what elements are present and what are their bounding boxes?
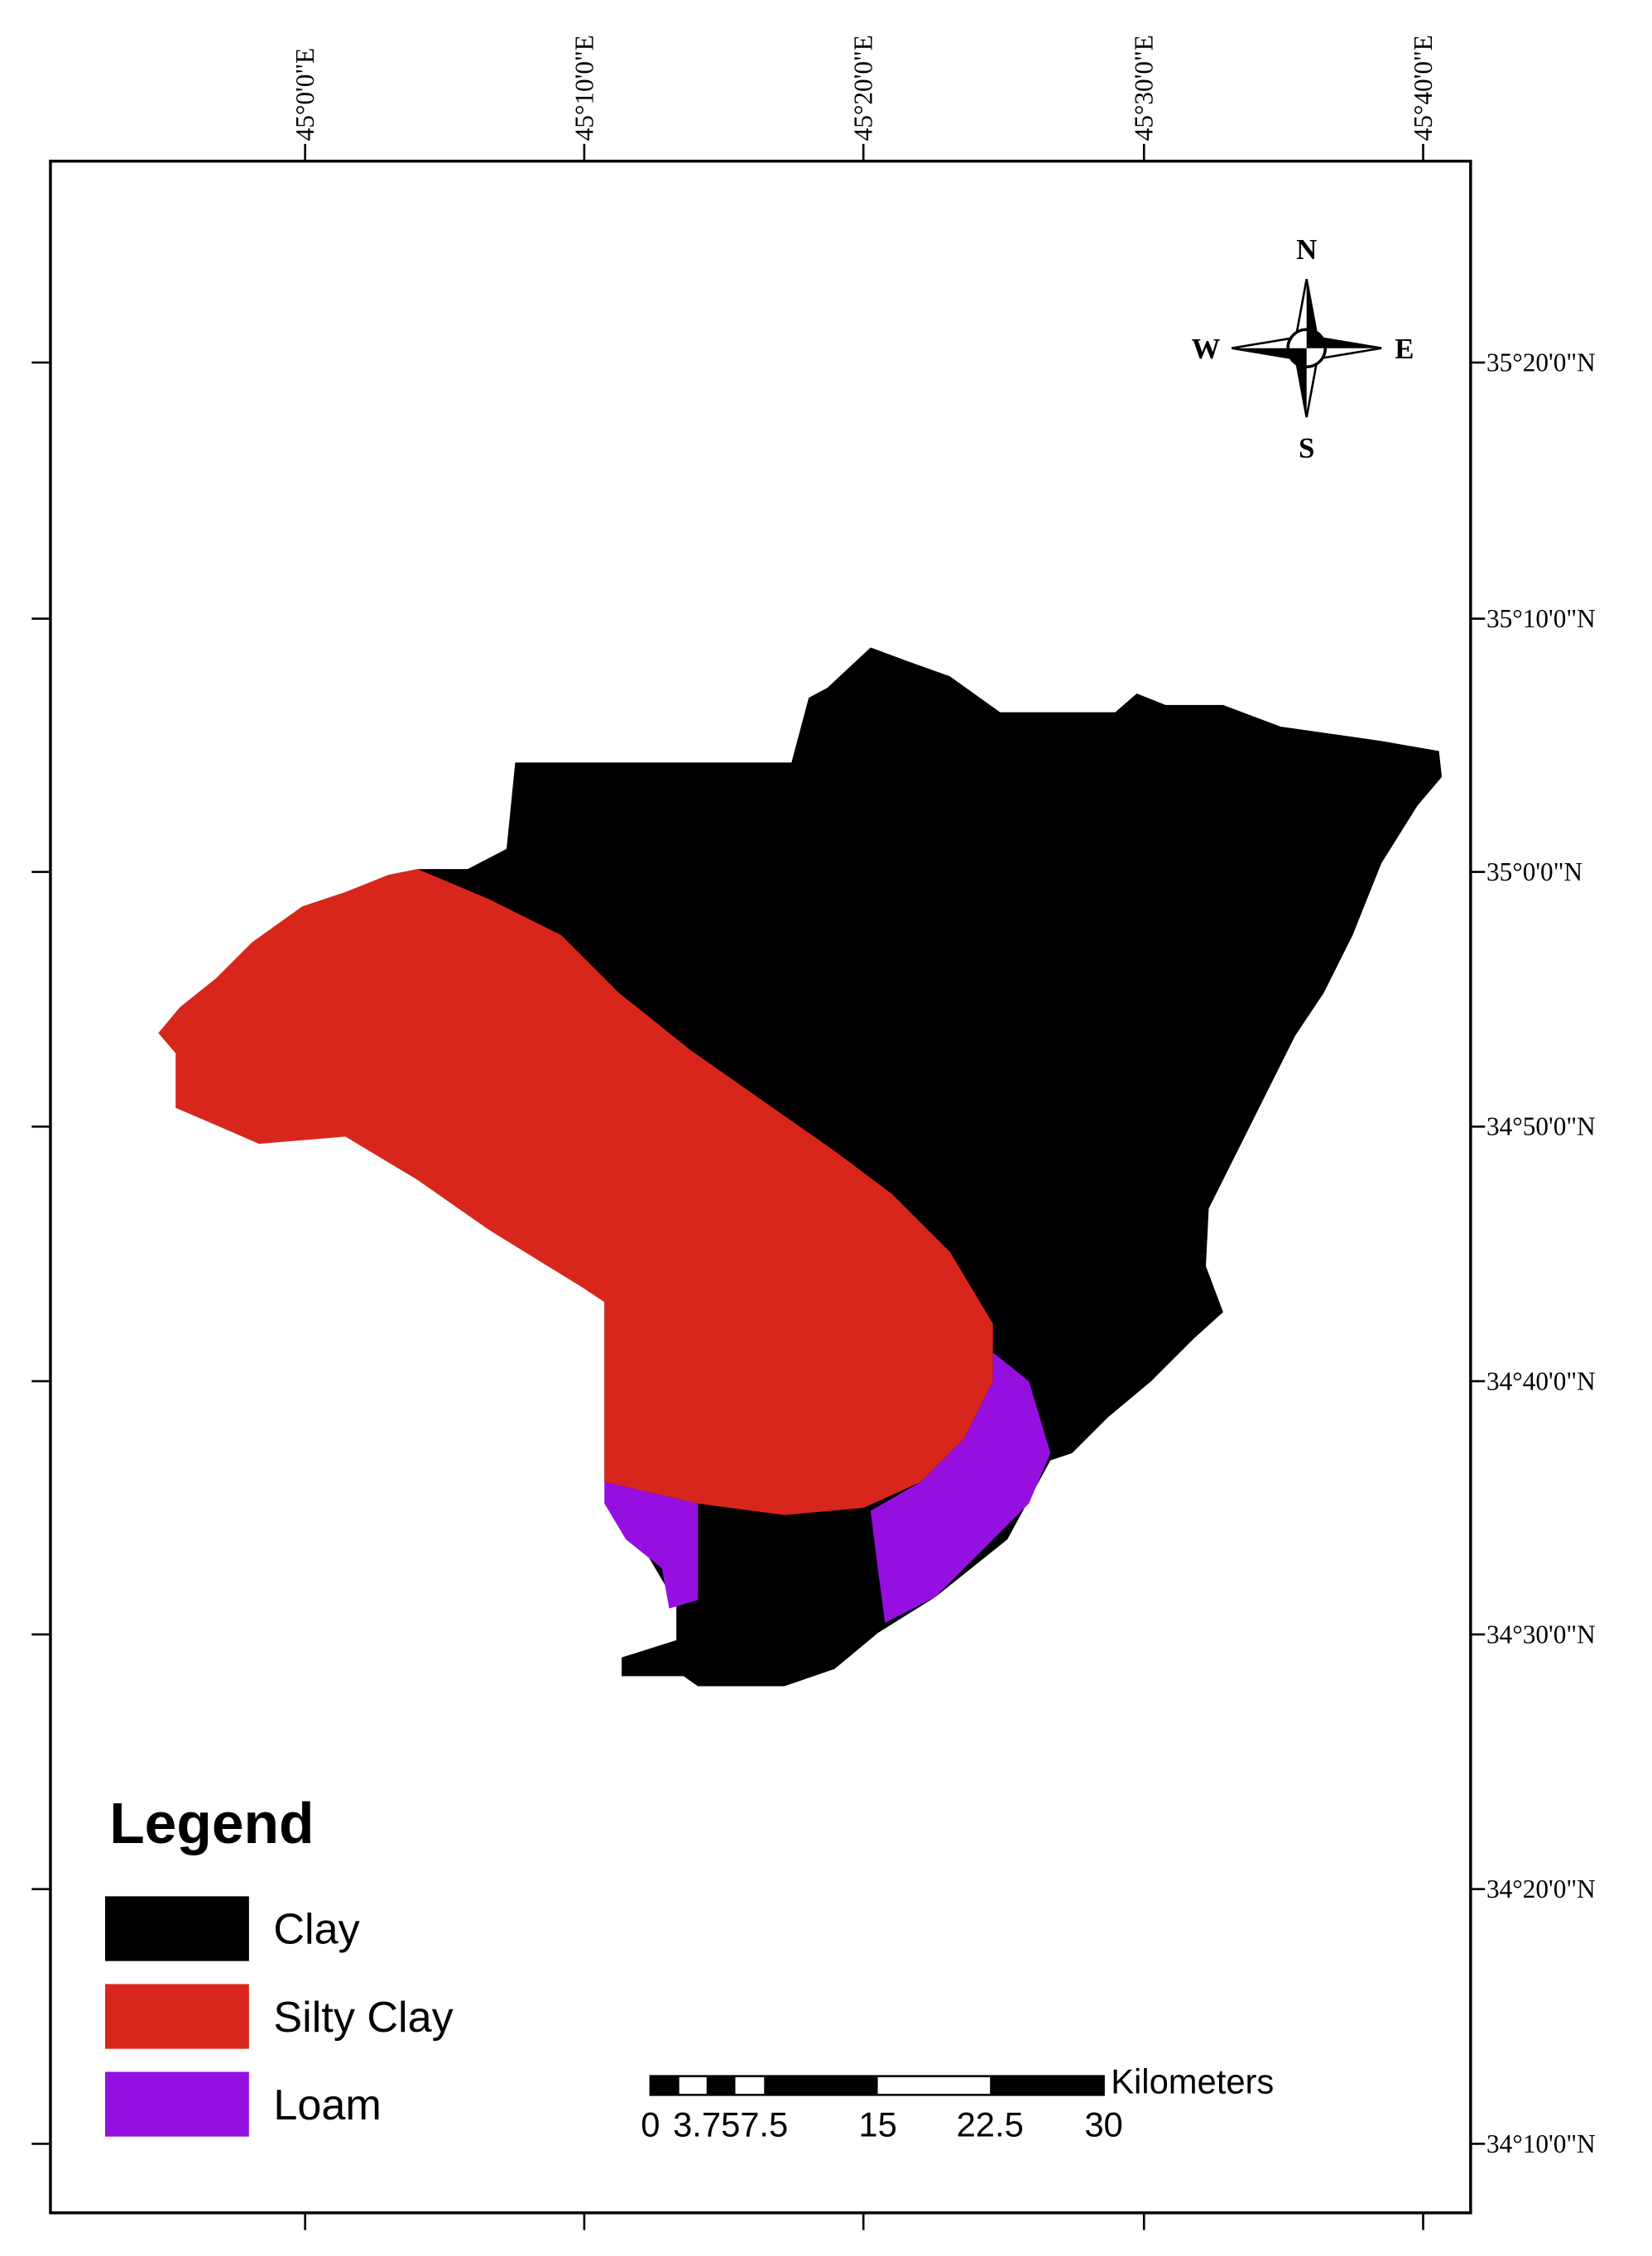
lat-label: 34°10'0"N — [1486, 2129, 1596, 2158]
compass-east: E — [1395, 333, 1414, 365]
legend: Clay Silty Clay Loam — [105, 1896, 454, 2137]
legend-label: Loam — [273, 2081, 381, 2129]
legend-label: Silty Clay — [273, 1994, 453, 2042]
lat-label: 34°20'0"N — [1486, 1874, 1596, 1903]
scale-bar: Kilometers 0 3.75 7.5 15 22.5 30 — [641, 2062, 1274, 2144]
lon-label: 45°40'0"E — [1409, 35, 1438, 141]
legend-label: Clay — [273, 1906, 359, 1954]
lat-label: 35°20'0"N — [1486, 348, 1596, 377]
legend-swatch — [105, 2071, 249, 2137]
compass-north: N — [1296, 233, 1317, 266]
lon-label: 45°10'0"E — [569, 35, 598, 141]
lat-label: 35°0'0"N — [1486, 857, 1582, 886]
silty-clay-region — [158, 869, 993, 1515]
lon-label: 45°20'0"E — [849, 35, 878, 141]
lat-label: 34°30'0"N — [1486, 1620, 1596, 1649]
lat-label: 35°10'0"N — [1486, 604, 1596, 633]
scale-label: 7.5 — [740, 2105, 788, 2144]
scale-label: 22.5 — [957, 2105, 1024, 2144]
lon-label: 45°0'0"E — [291, 48, 319, 142]
graticule-ticks: 45°0'0"E 45°10'0"E 45°20'0"E 45°30'0"E 45°40… — [31, 35, 1596, 2230]
legend-swatch — [105, 1984, 249, 2049]
scale-unit: Kilometers — [1111, 2062, 1274, 2101]
lat-label: 34°50'0"N — [1486, 1112, 1596, 1141]
lat-label: 34°40'0"N — [1486, 1366, 1596, 1395]
loam-region — [870, 1352, 1051, 1624]
legend-title: Legend — [109, 1791, 314, 1855]
legend-swatch — [105, 1896, 249, 1961]
north-arrow: N E S W — [1192, 233, 1414, 464]
lon-label: 45°30'0"E — [1130, 35, 1159, 141]
scale-label: 15 — [858, 2105, 896, 2144]
loam-region — [604, 1481, 699, 1609]
scale-label: 0 — [641, 2105, 660, 2144]
compass-west: W — [1192, 333, 1221, 365]
compass-south: S — [1299, 432, 1314, 464]
scale-label: 3.75 — [673, 2105, 740, 2144]
scale-label: 30 — [1084, 2105, 1122, 2144]
